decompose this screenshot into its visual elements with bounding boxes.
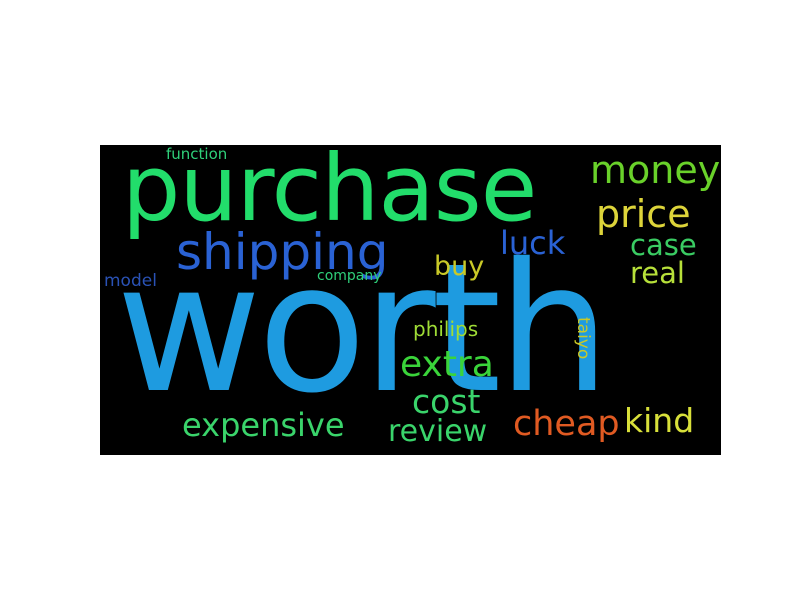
word-real: real bbox=[630, 256, 685, 290]
word-buy: buy bbox=[434, 251, 485, 282]
word-case: case bbox=[630, 228, 697, 262]
word-cheap: cheap bbox=[513, 404, 620, 444]
word-worth: worth bbox=[116, 225, 610, 432]
word-cost: cost bbox=[412, 382, 481, 421]
word-extra: extra bbox=[400, 344, 494, 385]
word-luck: luck bbox=[500, 224, 566, 262]
word-money: money bbox=[590, 148, 721, 192]
word-purchase: purchase bbox=[122, 145, 537, 242]
word-function: function bbox=[166, 145, 228, 163]
word-taiyo: taiyo bbox=[573, 317, 593, 360]
word-kind: kind bbox=[624, 401, 695, 440]
word-philips: philips bbox=[413, 317, 479, 341]
word-company: company bbox=[317, 268, 382, 284]
word-review: review bbox=[388, 414, 488, 449]
word-cloud: worth purchase shipping money price luck… bbox=[100, 145, 721, 455]
word-shipping: shipping bbox=[176, 223, 389, 281]
word-price: price bbox=[596, 192, 691, 236]
word-model: model bbox=[104, 271, 157, 291]
word-expensive: expensive bbox=[182, 406, 345, 444]
